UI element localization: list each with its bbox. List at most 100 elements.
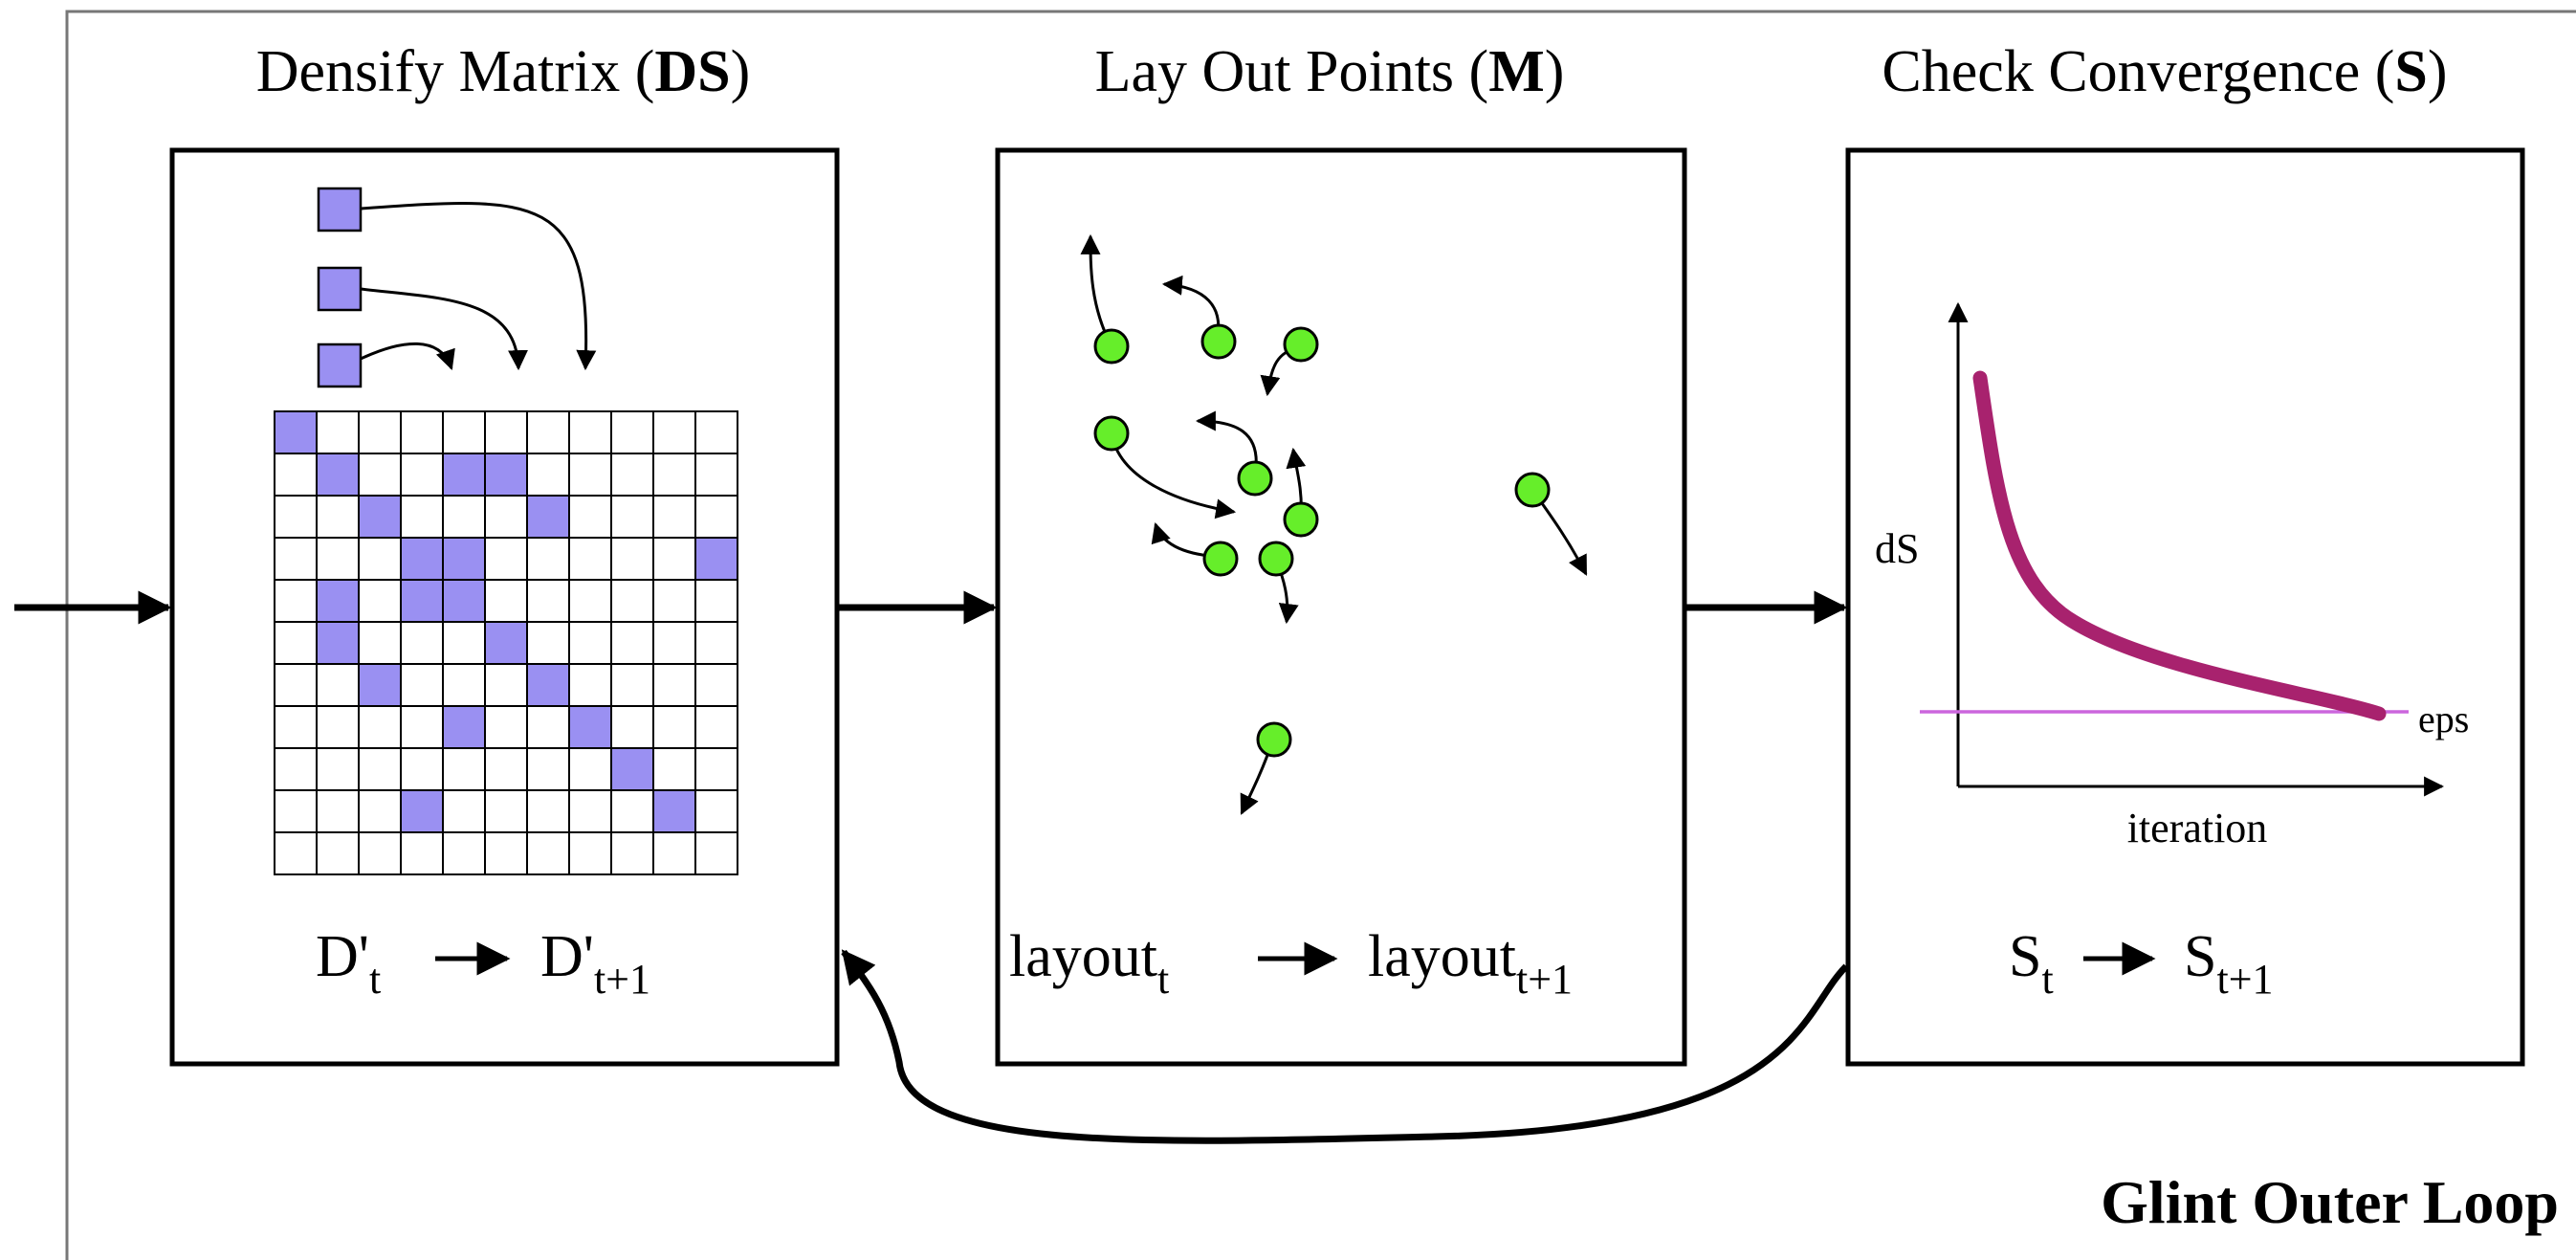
matrix-cell: [610, 495, 654, 539]
layout-point: [1514, 472, 1551, 508]
matrix-cell: [484, 537, 528, 581]
matrix-cell: [610, 621, 654, 665]
matrix-cell: [316, 747, 360, 791]
matrix-cell: [694, 705, 738, 749]
matrix-cell: [316, 410, 360, 454]
matrix-cell: [358, 453, 402, 497]
matrix-cell: [652, 537, 696, 581]
matrix-cell: [316, 537, 360, 581]
matrix-cell: [274, 663, 318, 707]
matrix-cell-filled: [316, 579, 360, 623]
matrix-cell-filled: [358, 663, 402, 707]
matrix-cell: [274, 831, 318, 875]
matrix-cell: [358, 410, 402, 454]
svg-text:layoutt+1: layoutt+1: [1368, 924, 1573, 1003]
matrix-cell: [400, 663, 444, 707]
matrix-cell: [442, 410, 486, 454]
svg-text:D't+1: D't+1: [540, 924, 650, 1003]
matrix-cell: [694, 495, 738, 539]
matrix-cell: [526, 579, 570, 623]
eps-label: eps: [2418, 697, 2469, 741]
layout-point: [1283, 326, 1319, 363]
matrix-cell: [316, 495, 360, 539]
matrix-cell: [694, 621, 738, 665]
matrix-cell: [400, 495, 444, 539]
convergence-curve: [1972, 370, 2387, 721]
matrix-cell: [316, 789, 360, 833]
layout-point: [1258, 541, 1294, 577]
matrix-cell-filled: [526, 495, 570, 539]
matrix-cell: [568, 453, 612, 497]
matrix-cell: [484, 789, 528, 833]
matrix-cell: [358, 831, 402, 875]
matrix-cell: [484, 831, 528, 875]
panel-title-layout: Lay Out Points (M): [1095, 39, 1565, 104]
matrix-cell: [358, 705, 402, 749]
matrix-cell-filled: [652, 789, 696, 833]
panel-title-convergence: Check Convergence (S): [1882, 39, 2447, 104]
matrix-cell: [694, 579, 738, 623]
outer-loop-frame: [65, 10, 2576, 1260]
matrix-cell: [400, 705, 444, 749]
y-axis-label: dS: [1875, 525, 1919, 572]
loop-back-arrow: [841, 949, 1849, 1144]
matrix-cell-filled: [400, 537, 444, 581]
matrix-cell: [610, 663, 654, 707]
matrix-cell-filled: [316, 621, 360, 665]
matrix-cell: [568, 789, 612, 833]
densify-formula: D't D't+1: [316, 924, 650, 1003]
matrix-cell: [484, 495, 528, 539]
matrix-cell-filled: [694, 537, 738, 581]
matrix-cell: [694, 410, 738, 454]
matrix-cell: [610, 537, 654, 581]
matrix-cell: [694, 747, 738, 791]
panel-title-densify: Densify Matrix (DS): [256, 39, 751, 104]
matrix-cell: [400, 747, 444, 791]
matrix-cell: [568, 621, 612, 665]
matrix-cell: [652, 579, 696, 623]
layout-points: [1080, 233, 1588, 815]
matrix-cell: [652, 831, 696, 875]
matrix-cell: [694, 831, 738, 875]
matrix-cell: [274, 537, 318, 581]
incoming-entry: [317, 343, 363, 388]
matrix-cell: [442, 831, 486, 875]
matrix-cell-filled: [442, 537, 486, 581]
incoming-entry: [317, 187, 363, 232]
matrix-cell: [442, 789, 486, 833]
matrix-cell: [358, 789, 402, 833]
x-axis-label: iteration: [2127, 805, 2268, 851]
matrix-cell: [526, 621, 570, 665]
matrix-cell: [568, 831, 612, 875]
matrix-cell: [568, 663, 612, 707]
svg-text:D't: D't: [316, 924, 381, 1003]
matrix-cell: [316, 831, 360, 875]
layout-panel: [995, 147, 1687, 1067]
matrix-cell: [526, 453, 570, 497]
matrix-cell: [568, 410, 612, 454]
matrix-cell: [442, 621, 486, 665]
matrix-cell: [274, 453, 318, 497]
layout-point: [1283, 501, 1319, 538]
matrix-cell: [694, 453, 738, 497]
svg-text:St+1: St+1: [2184, 924, 2274, 1003]
matrix-cell: [274, 789, 318, 833]
matrix-grid: [274, 410, 738, 875]
matrix-cell-filled: [400, 789, 444, 833]
matrix-cell: [358, 747, 402, 791]
matrix-cell: [274, 747, 318, 791]
matrix-cell: [526, 789, 570, 833]
entry-arrow: [360, 342, 455, 370]
matrix-cell: [442, 747, 486, 791]
matrix-cell: [610, 453, 654, 497]
matrix-cell-filled: [442, 705, 486, 749]
matrix-cell: [526, 831, 570, 875]
matrix-cell: [610, 705, 654, 749]
matrix-cell: [652, 621, 696, 665]
matrix-cell-filled: [358, 495, 402, 539]
matrix-cell: [568, 495, 612, 539]
matrix-cell: [358, 537, 402, 581]
matrix-cell: [274, 621, 318, 665]
matrix-cell-filled: [610, 747, 654, 791]
